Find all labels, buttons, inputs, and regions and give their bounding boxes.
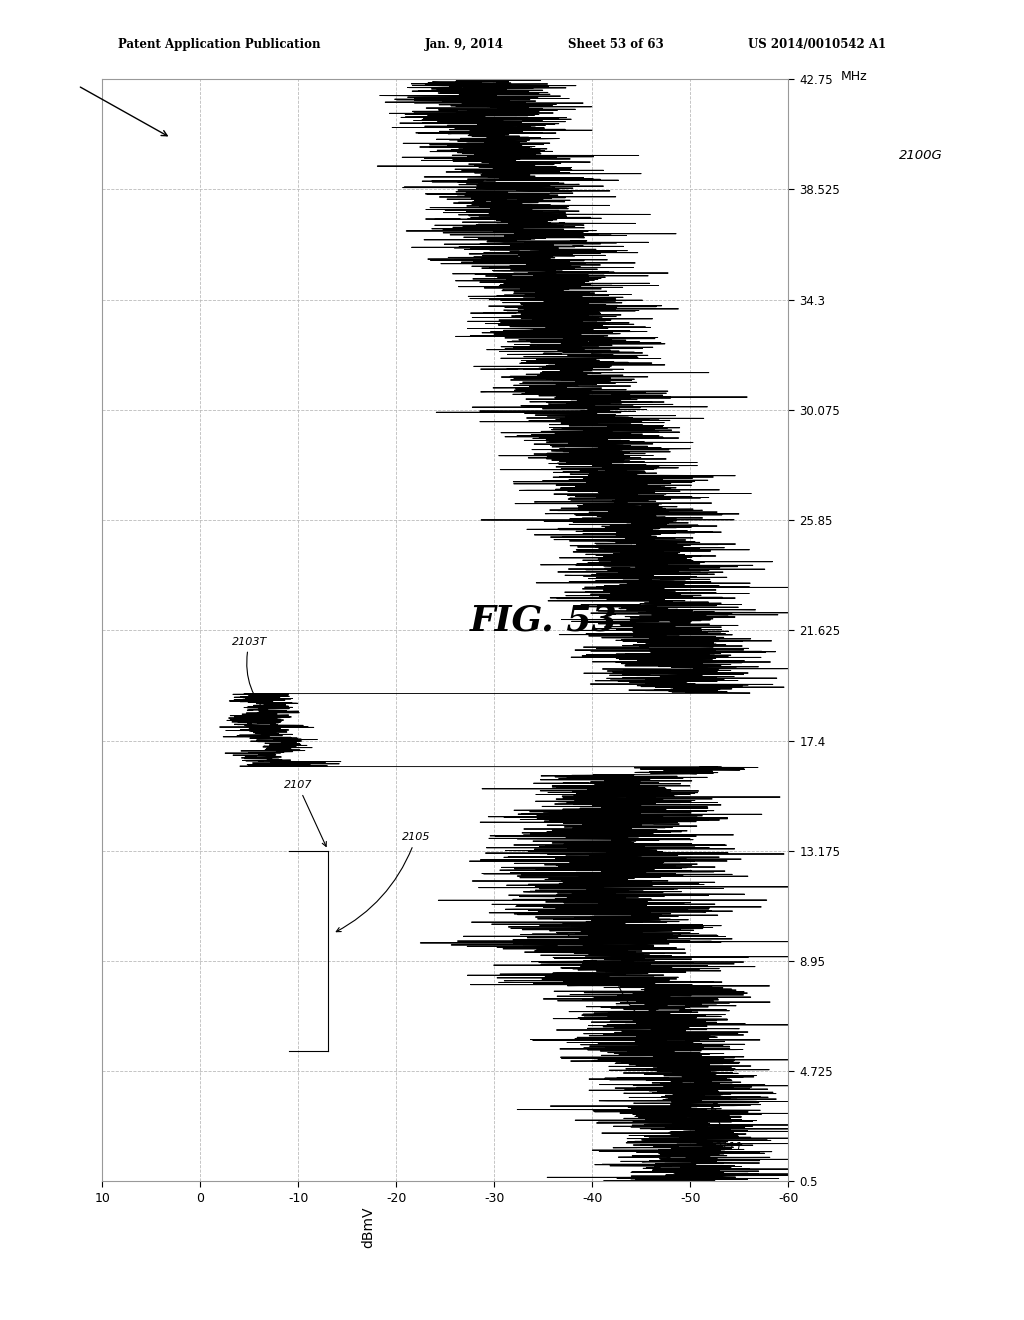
- Text: 2107: 2107: [284, 780, 327, 846]
- Text: 2100G: 2100G: [899, 149, 943, 162]
- Text: 3504: 3504: [598, 962, 657, 1031]
- Text: US 2014/0010542 A1: US 2014/0010542 A1: [748, 37, 886, 50]
- Text: Jan. 9, 2014: Jan. 9, 2014: [425, 37, 504, 50]
- Text: Sheet 53 of 63: Sheet 53 of 63: [568, 37, 665, 50]
- Text: 2111: 2111: [716, 1142, 743, 1152]
- Text: dBmV: dBmV: [361, 1206, 376, 1249]
- Text: 2105: 2105: [336, 833, 430, 932]
- Text: 2103T: 2103T: [231, 636, 271, 717]
- Text: Patent Application Publication: Patent Application Publication: [118, 37, 321, 50]
- Text: MHz: MHz: [841, 70, 867, 83]
- Text: FIG. 53: FIG. 53: [470, 603, 617, 638]
